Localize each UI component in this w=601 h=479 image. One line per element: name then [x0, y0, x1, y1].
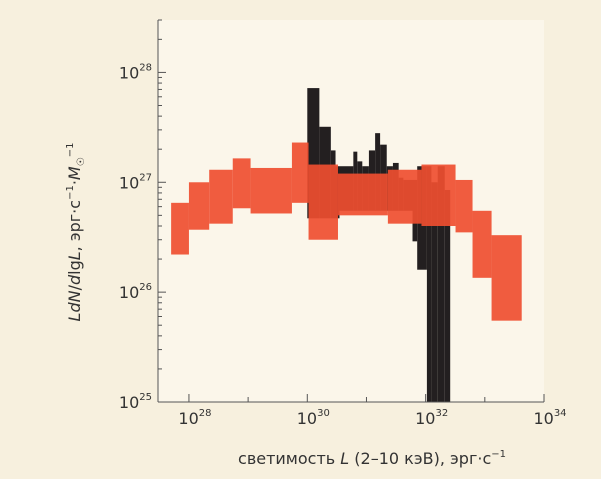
y-axis-label: LdN/dlgL, эрг·с−1·M☉−1 [65, 143, 87, 322]
histogram-series-red [171, 142, 522, 321]
histogram-bin-1-2 [209, 169, 233, 224]
x-tick-label-1: 1030 [297, 408, 330, 428]
y-tick-label-0: 1025 [119, 392, 152, 412]
histogram-bin-0-19 [437, 166, 445, 402]
y-tick-label-2: 1027 [119, 172, 152, 192]
y-axis-ticks: 1025 1026 1027 1028 [119, 19, 166, 412]
x-tick-label-0: 1028 [178, 408, 211, 428]
x-tick-label-3: 1034 [533, 408, 566, 428]
histogram-bin-1-10 [455, 179, 473, 233]
x-axis-label: светимость L (2–10 кэВ), эрг·с−1 [238, 449, 506, 468]
histogram-bin-0-20 [444, 190, 451, 402]
y-tick-label-3: 1028 [119, 62, 152, 82]
x-tick-label-2: 1032 [415, 408, 448, 428]
histogram-bin-0-9 [375, 133, 381, 211]
x-axis-ticks: 1028 1030 1032 1034 [178, 394, 567, 428]
histogram-bin-1-4 [250, 167, 292, 214]
histogram-bin-1-7 [337, 173, 388, 216]
histogram-bin-1-9 [421, 164, 456, 226]
histogram-bin-0-18 [431, 182, 438, 402]
axes [157, 20, 544, 403]
histogram-bin-1-1 [188, 182, 210, 230]
histogram-bin-1-6 [308, 164, 338, 240]
y-tick-label-1: 1026 [119, 282, 152, 302]
histogram-bin-1-12 [491, 235, 522, 321]
histogram-bin-1-5 [291, 142, 309, 203]
histogram-bin-1-11 [472, 210, 492, 278]
histogram-bin-0-17 [426, 166, 432, 402]
histogram-bin-1-8 [387, 169, 422, 224]
histogram-bin-1-0 [171, 202, 189, 255]
histogram-bin-1-3 [232, 158, 251, 209]
